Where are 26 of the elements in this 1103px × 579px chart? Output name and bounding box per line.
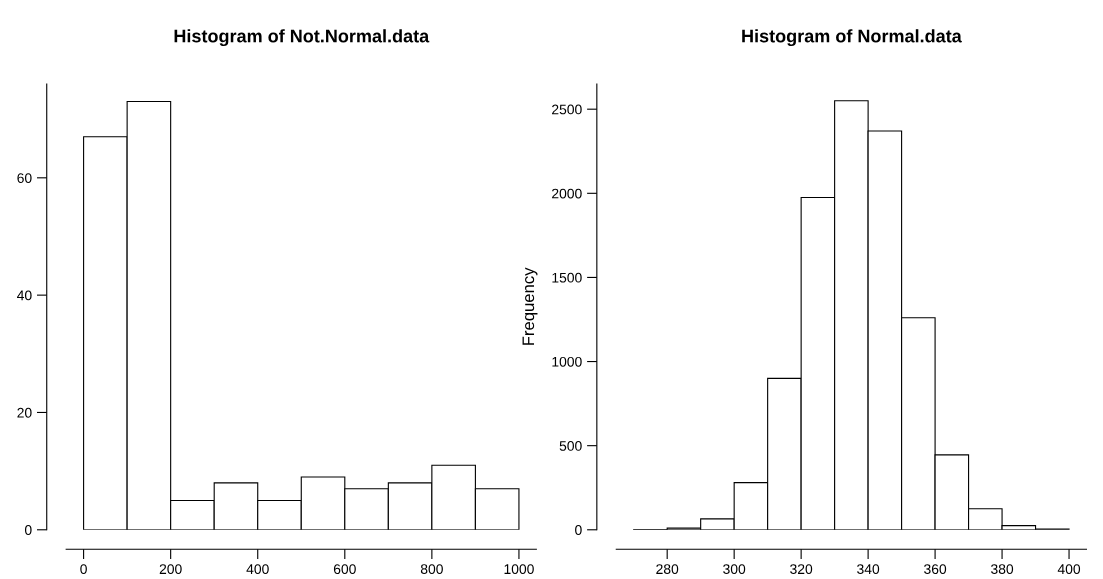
y-tick-label: 1000 <box>552 356 582 367</box>
x-tick-label: 400 <box>1057 564 1081 575</box>
y-tick-label: 20 <box>17 407 32 418</box>
y-tick-label: 500 <box>559 441 582 451</box>
y-tick-label: 0 <box>575 525 582 535</box>
x-tick-label: 800 <box>420 564 443 575</box>
y-tick-label: 0 <box>24 525 32 535</box>
chart-title: Histogram of Not.Normal.data <box>174 29 430 47</box>
x-tick-label: 600 <box>333 564 356 575</box>
y-tick-label: 2000 <box>552 188 582 199</box>
y-tick-label: 60 <box>17 173 32 183</box>
x-tick-label: 1000 <box>504 564 534 575</box>
x-tick-label: 380 <box>991 564 1014 575</box>
x-tick-label: 360 <box>924 564 947 575</box>
y-axis-title: Frequency <box>522 267 538 345</box>
x-tick-label: 400 <box>246 564 269 575</box>
y-tick-label: 2500 <box>552 104 582 115</box>
chart-title: Histogram of Normal.data <box>742 29 962 47</box>
x-tick-label: 0 <box>80 564 87 575</box>
y-tick-label: 40 <box>17 290 32 301</box>
y-tick-label: 1500 <box>552 272 582 283</box>
x-tick-label: 340 <box>857 564 880 575</box>
x-tick-label: 320 <box>790 564 813 575</box>
x-tick-label: 280 <box>656 564 679 575</box>
x-tick-label: 200 <box>159 564 182 575</box>
x-tick-label: 300 <box>723 564 746 575</box>
